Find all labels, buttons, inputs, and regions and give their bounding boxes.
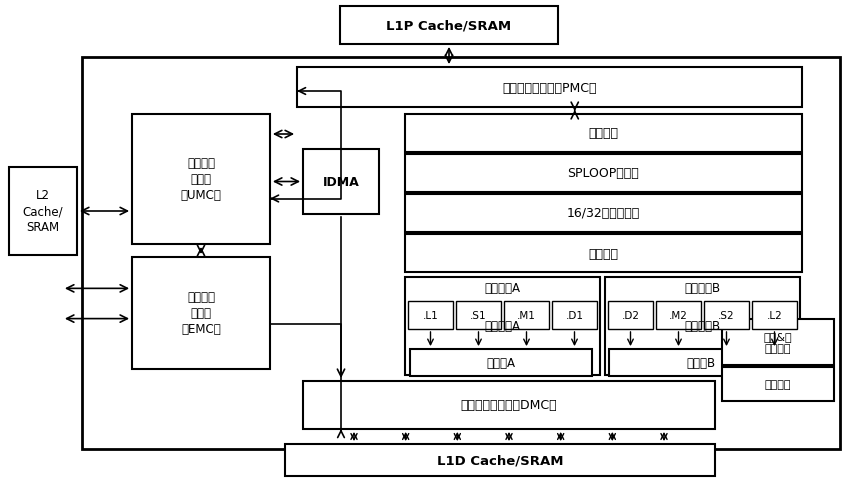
Bar [82, 58, 840, 449]
Text: .M1: .M1 [517, 311, 536, 320]
Text: .L1: .L1 [423, 311, 439, 320]
Bar [297, 68, 802, 108]
Text: L1D Cache/SRAM: L1D Cache/SRAM [437, 454, 563, 467]
Bar [609, 349, 792, 376]
Text: 寄存器A: 寄存器A [486, 356, 516, 369]
Bar [132, 115, 270, 244]
Text: L2
Cache/
SRAM: L2 Cache/ SRAM [22, 189, 63, 234]
Text: 数据通跪B: 数据通跪B [684, 282, 721, 295]
Bar [656, 301, 701, 329]
Bar [752, 301, 797, 329]
Bar [303, 381, 715, 429]
Bar [303, 150, 379, 215]
Bar [340, 7, 558, 45]
Text: SPLOOP缓冲器: SPLOOP缓冲器 [567, 167, 639, 180]
Bar [456, 301, 501, 329]
Bar [132, 257, 270, 369]
Bar [605, 277, 800, 375]
Text: 中断&异
常控制器: 中断&异 常控制器 [764, 331, 792, 353]
Text: 指令取指: 指令取指 [588, 127, 618, 140]
Text: 指令译码: 指令译码 [588, 247, 618, 260]
Text: 寄存器B: 寄存器B [686, 356, 715, 369]
Bar [722, 319, 834, 365]
Bar [9, 168, 77, 255]
Text: 16/32位指令调度: 16/32位指令调度 [567, 207, 640, 220]
Bar [405, 194, 802, 232]
Bar [408, 301, 453, 329]
Text: 外部存储
控制器
（EMC）: 外部存储 控制器 （EMC） [181, 291, 221, 336]
Bar [285, 444, 715, 476]
Bar [704, 301, 749, 329]
Text: 程序存储控制器（PMC）: 程序存储控制器（PMC） [503, 81, 597, 94]
Bar [405, 155, 802, 192]
Text: IDMA: IDMA [323, 176, 359, 189]
Text: .L2: .L2 [766, 311, 782, 320]
Bar [504, 301, 549, 329]
Text: 数据通跪A: 数据通跪A [484, 282, 521, 295]
Text: 数据通跪A: 数据通跪A [484, 320, 521, 333]
Text: .S1: .S1 [471, 311, 487, 320]
Bar [405, 235, 802, 273]
Bar [410, 349, 592, 376]
Text: L1P Cache/SRAM: L1P Cache/SRAM [387, 20, 511, 33]
Text: .S2: .S2 [718, 311, 734, 320]
Bar [552, 301, 597, 329]
Text: 数据存储控制器（DMC）: 数据存储控制器（DMC） [461, 399, 557, 412]
Bar [405, 277, 600, 375]
Text: 电源控制: 电源控制 [765, 379, 791, 389]
Bar [722, 367, 834, 401]
Bar [608, 301, 653, 329]
Text: .D1: .D1 [566, 311, 584, 320]
Text: 统一存储
控制器
（UMC）: 统一存储 控制器 （UMC） [181, 157, 221, 202]
Bar [405, 115, 802, 153]
Text: .D2: .D2 [621, 311, 639, 320]
Text: .M2: .M2 [669, 311, 688, 320]
Text: 数据通跪B: 数据通跪B [684, 320, 721, 333]
